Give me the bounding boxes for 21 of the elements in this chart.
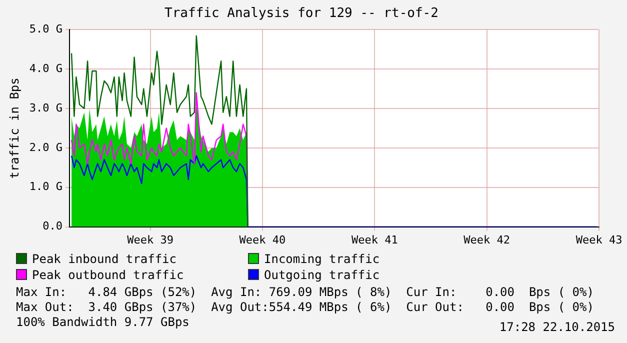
y-tick-label: 5.0 G: [29, 22, 63, 36]
legend-label: Incoming traffic: [264, 252, 380, 266]
x-tick-label: Week 42: [464, 233, 510, 246]
text: 17:28 22.10.2015: [499, 320, 615, 334]
x-tick-label: Week 39: [127, 233, 174, 246]
text: Max Out: 3.40 GBps (37%) Avg Out:554.49 MBps ( 6%) Cur Out: 0.00 Bps ( 0%): [16, 300, 594, 315]
x-tick-label: Week 40: [239, 233, 286, 246]
y-axis-title: traffic in Bps: [7, 78, 22, 179]
y-tick-label: 4.0 G: [29, 62, 63, 75]
y-tick-label: 1.0 G: [29, 180, 63, 194]
text: 100% Bandwidth 9.77 GBps: [16, 315, 190, 329]
x-tick-label: Week 41: [351, 233, 398, 246]
text: Max In: 4.84 GBps (52%) Avg In: 769.09 MBps ( 8%) Cur In: 0.00 Bps ( 0%): [16, 285, 594, 300]
y-tick-label: 3.0 G: [29, 101, 63, 114]
legend-label: Outgoing traffic: [264, 268, 380, 282]
x-tick-label: Week 43: [576, 233, 622, 246]
y-tick-label: 0.0: [42, 220, 63, 233]
legend-label: Peak outbound traffic: [32, 268, 184, 282]
chart-title: Traffic Analysis for 129 -- rt-of-2: [164, 6, 438, 22]
legend-label: Peak inbound traffic: [32, 252, 176, 266]
y-tick-label: 2.0 G: [29, 140, 63, 154]
